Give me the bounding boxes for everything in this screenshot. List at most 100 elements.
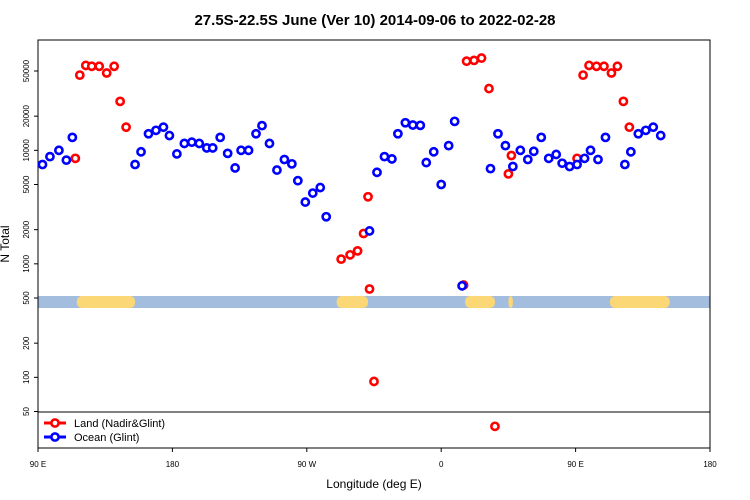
ocean-point: [292, 175, 303, 186]
y-axis: 50 100 200 500 1000 2000 5000 10000 20000 50000: [22, 59, 38, 416]
ocean-point: [179, 138, 190, 149]
ocean-point: [522, 154, 533, 165]
x-axis: 90 E 180 90 W 0 90 E 180: [30, 448, 717, 469]
ocean-point: [364, 226, 375, 236]
strip-ocean: [38, 296, 710, 308]
y-tick-label: 2000: [22, 220, 31, 238]
ocean-point: [400, 117, 411, 128]
ocean-point: [321, 211, 332, 222]
land-point: [363, 191, 373, 202]
ocean-point: [493, 128, 503, 139]
land-point: [121, 122, 132, 133]
ocean-point: [536, 132, 547, 143]
y-tick-label: 5000: [22, 175, 31, 193]
ocean-point: [648, 122, 659, 133]
ocean-point: [593, 154, 603, 165]
y-tick-label: 50000: [22, 59, 31, 82]
land-point: [74, 70, 85, 81]
land-point: [618, 96, 629, 107]
ocean-point: [243, 145, 254, 156]
legend-marker-land: [50, 418, 60, 428]
ocean-point: [443, 140, 454, 151]
land-point: [503, 168, 514, 179]
ocean-point: [449, 116, 460, 127]
land-point: [461, 56, 472, 67]
land-point: [490, 421, 500, 432]
land-point: [584, 60, 594, 71]
ocean-point: [421, 157, 432, 168]
legend-label-land: Land (Nadir&Glint): [74, 418, 165, 430]
ocean-point: [625, 146, 636, 157]
ocean-point: [37, 159, 48, 170]
data-points: [37, 53, 666, 432]
strip-land-segment: [508, 296, 513, 308]
land-point: [484, 83, 494, 94]
ocean-point: [300, 197, 311, 207]
land-point: [109, 61, 120, 72]
y-tick-label: 20000: [22, 104, 31, 127]
ocean-point: [564, 161, 575, 172]
x-tick-label: 0: [439, 460, 444, 469]
ocean-point: [436, 179, 447, 190]
x-axis-label: Longitude (deg E): [326, 477, 421, 491]
land-point: [336, 254, 347, 265]
ocean-point: [485, 163, 496, 174]
land-point: [506, 150, 517, 161]
legend: Land (Nadir&Glint) Ocean (Glint): [44, 418, 165, 444]
ocean-point: [264, 138, 275, 149]
ocean-point: [194, 138, 205, 149]
x-tick-label: 90 E: [30, 460, 46, 469]
ocean-point: [257, 120, 267, 131]
ocean-point: [272, 165, 282, 175]
ocean-point: [151, 125, 161, 136]
ocean-point: [655, 130, 666, 141]
land-point: [612, 61, 623, 72]
land-point: [101, 68, 112, 78]
ocean-point: [222, 148, 233, 159]
strip-land-segment: [76, 296, 136, 308]
ocean-point: [543, 153, 554, 164]
ocean-point: [528, 146, 539, 157]
legend-label-ocean: Ocean (Glint): [74, 432, 139, 444]
land-point: [86, 61, 97, 72]
ocean-point: [457, 280, 468, 291]
y-tick-label: 500: [22, 291, 31, 305]
y-tick-label: 1000: [22, 254, 31, 272]
ocean-point: [61, 155, 72, 166]
y-tick-label: 200: [22, 336, 31, 350]
y-axis-label: N Total: [0, 225, 12, 262]
land-point: [476, 53, 487, 63]
ocean-point: [600, 132, 611, 143]
land-point: [352, 246, 363, 256]
land-point: [606, 68, 617, 78]
ocean-point: [572, 159, 582, 170]
chart-title: 27.5S-22.5S June (Ver 10) 2014-09-06 to …: [194, 12, 555, 29]
y-tick-label: 100: [22, 370, 31, 384]
ocean-point: [307, 188, 318, 198]
strip-land-segment: [609, 296, 670, 308]
ocean-point: [236, 145, 246, 156]
ocean-point: [557, 158, 568, 169]
ocean-point: [186, 137, 197, 148]
ocean-point: [215, 132, 226, 143]
land-point: [469, 55, 479, 66]
ocean-point: [579, 153, 590, 164]
ocean-point: [515, 145, 526, 156]
y-tick-label: 50: [22, 407, 31, 416]
ocean-point: [230, 163, 241, 173]
x-tick-label: 180: [703, 460, 717, 469]
ocean-point: [130, 159, 140, 170]
ocean-point: [500, 140, 511, 151]
ocean-point: [372, 167, 382, 178]
x-tick-label: 90 E: [567, 460, 583, 469]
ocean-point: [54, 145, 64, 156]
surface-strip: [38, 296, 710, 308]
x-tick-label: 180: [166, 460, 180, 469]
land-point: [94, 61, 105, 72]
ocean-point: [143, 128, 154, 139]
ocean-point: [640, 125, 651, 136]
land-point: [591, 61, 602, 72]
land-point: [115, 96, 126, 107]
ocean-point: [387, 154, 397, 164]
